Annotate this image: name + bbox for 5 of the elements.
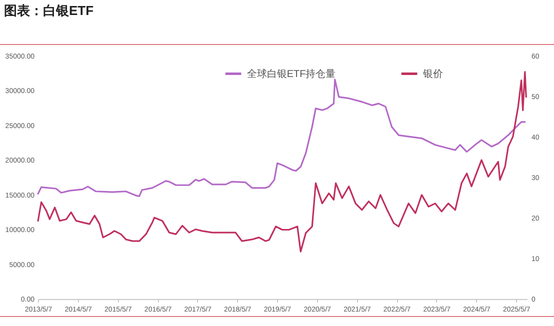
line-series — [37, 78, 526, 198]
line-series — [37, 70, 527, 252]
legend-label: 银价 — [422, 68, 443, 80]
chart-title: 图表：白银ETF — [4, 3, 94, 18]
legend-label: 全球白银ETF持仓量 — [246, 68, 336, 80]
